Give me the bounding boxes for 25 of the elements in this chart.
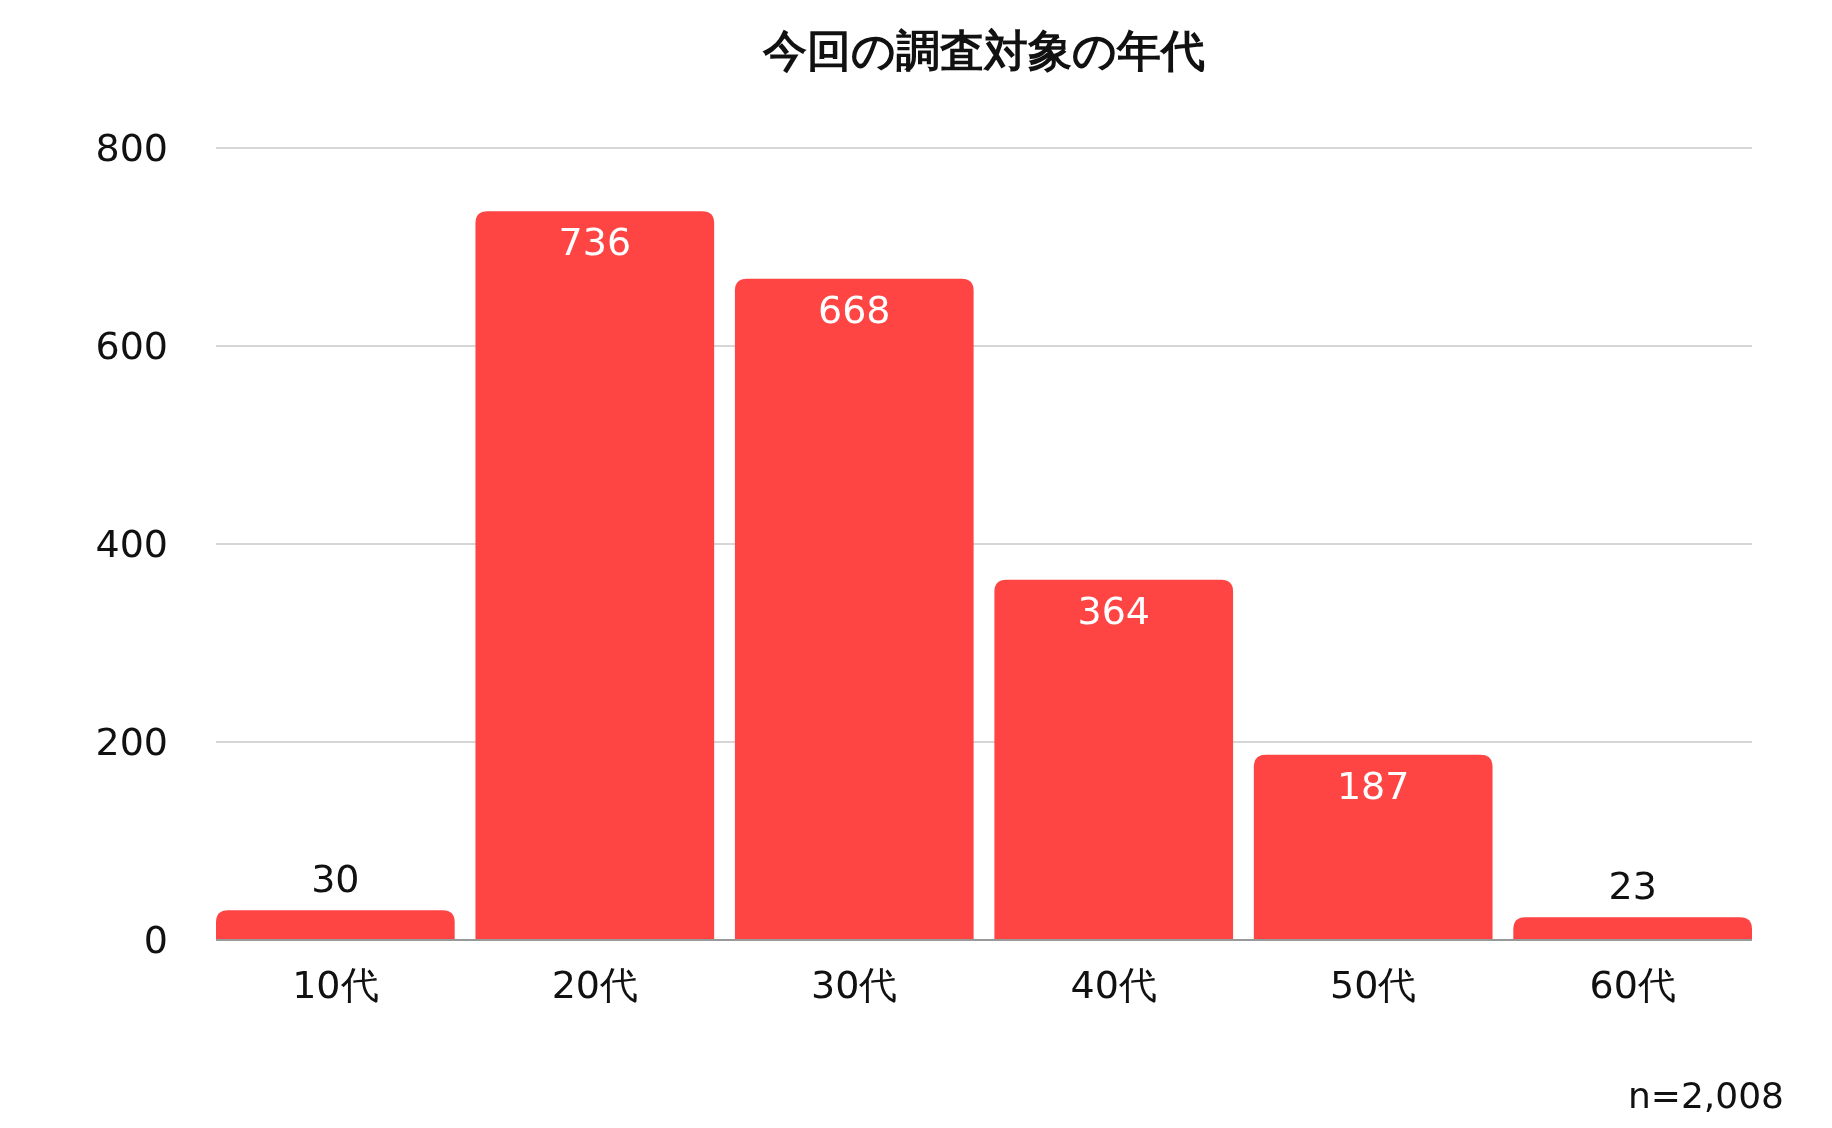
data-label: 364 xyxy=(1077,588,1150,633)
bar xyxy=(734,278,974,940)
y-tick-label: 800 xyxy=(95,126,168,170)
x-tick-label: 60代 xyxy=(1589,963,1676,1007)
x-tick-label: 10代 xyxy=(292,963,379,1007)
data-label: 668 xyxy=(818,287,891,332)
x-tick-label: 50代 xyxy=(1330,963,1417,1007)
data-label: 187 xyxy=(1336,763,1410,808)
x-tick-label: 30代 xyxy=(811,963,898,1007)
y-tick-label: 400 xyxy=(95,522,168,566)
chart-title: 今回の調査対象の年代 xyxy=(762,25,1205,76)
bar xyxy=(216,910,455,940)
data-label: 23 xyxy=(1608,864,1657,909)
bar xyxy=(994,579,1234,940)
bar xyxy=(1253,754,1493,940)
data-label: 736 xyxy=(558,220,632,265)
y-tick-label: 600 xyxy=(95,324,168,368)
y-tick-label: 200 xyxy=(95,720,168,764)
bar xyxy=(1513,917,1752,940)
data-label: 30 xyxy=(311,857,360,902)
x-tick-label: 40代 xyxy=(1070,963,1157,1007)
bar xyxy=(475,211,715,940)
y-tick-label: 0 xyxy=(143,918,168,962)
x-tick-label: 20代 xyxy=(551,963,638,1007)
text: n=2,008 xyxy=(1627,1075,1784,1116)
